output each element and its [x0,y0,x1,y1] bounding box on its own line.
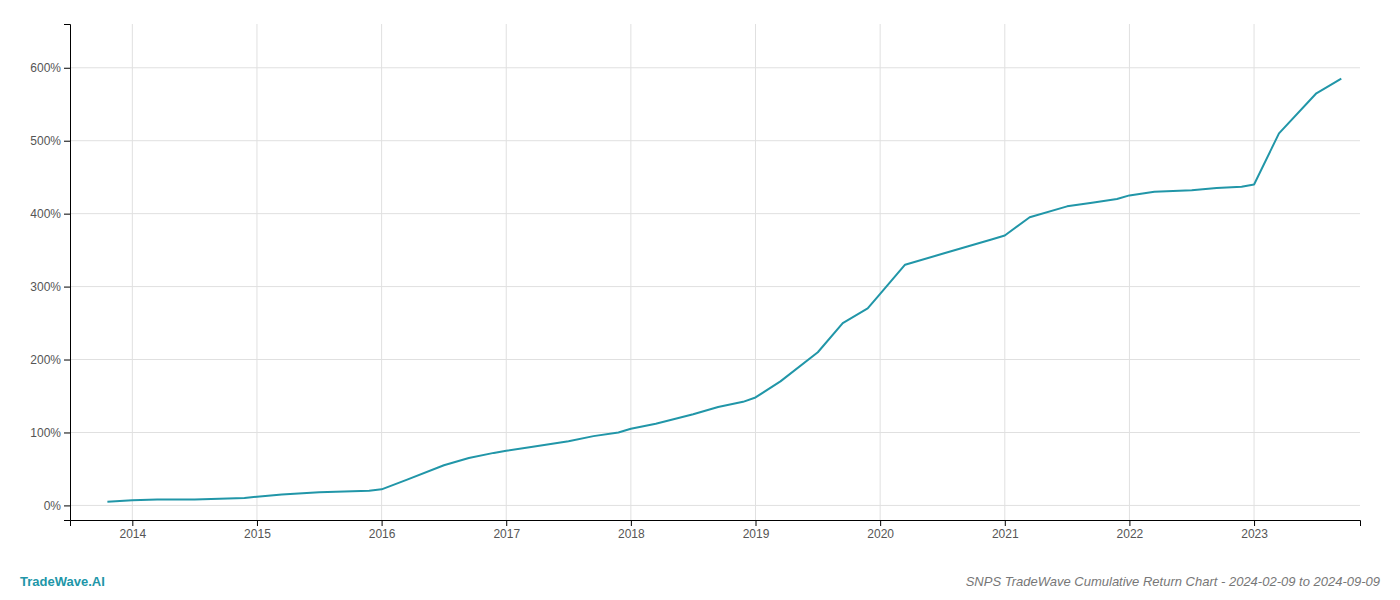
x-tick-label: 2019 [743,527,770,541]
y-tick-mark [64,505,70,506]
x-tick: 2020 [867,520,894,541]
y-tick: 500% [30,134,70,148]
x-tick: 2018 [618,520,645,541]
y-tick-mark [64,432,70,433]
title: SNPS TradeWave Cumulative Return Chart -… [966,574,1380,589]
watermark: TradeWave.AI [20,574,105,589]
x-tick-mark [506,520,507,526]
x-tick-label: 2016 [369,527,396,541]
x-tick: 2022 [1117,520,1144,541]
grid-line-y [70,286,1360,287]
y-tick-mark [64,68,70,69]
y-tick-mark [64,360,70,361]
y-tick: 200% [30,353,70,367]
grid-line-x [132,24,133,520]
x-tick: 2015 [244,520,271,541]
x-tick: 2023 [1241,520,1268,541]
y-tick-label: 300% [30,280,61,294]
x-tick-label: 2023 [1241,527,1268,541]
y-axis-line [64,25,71,521]
y-tick-label: 200% [30,353,61,367]
grid-line-y [70,140,1360,141]
y-tick: 600% [30,61,70,75]
x-tick-label: 2017 [493,527,520,541]
grid-line-x [506,24,507,520]
y-tick-label: 600% [30,61,61,75]
grid-line-y [70,67,1360,68]
y-tick-mark [64,214,70,215]
x-tick-label: 2022 [1117,527,1144,541]
grid-line-x [630,24,631,520]
line [107,79,1341,502]
x-tick: 2019 [743,520,770,541]
x-tick-label: 2014 [119,527,146,541]
x-axis-line [71,521,1361,527]
grid-line-x [256,24,257,520]
y-tick: 100% [30,426,70,440]
y-tick: 0% [44,499,70,513]
y-tick-label: 100% [30,426,61,440]
x-tick-mark [257,520,258,526]
grid-line-y [70,359,1360,360]
y-tick-label: 0% [44,499,62,513]
x-tick-mark [880,520,881,526]
x-tick-mark [1005,520,1006,526]
grid-line-y [70,505,1360,506]
grid-line-x [880,24,881,520]
grid-line-x [1254,24,1255,520]
x-tick: 2017 [493,520,520,541]
y-axis: 0% 100% 200% 300% 400% 500% 600% [30,25,70,521]
x-tick-mark [631,520,632,526]
y-tick: 300% [30,280,70,294]
plot: 2014 2015 2016 2017 2018 2019 2020 2021 2022 2023… [30,24,1360,541]
grid-line-x [755,24,756,520]
x-tick: 2016 [369,520,396,541]
x-tick-mark [382,520,383,526]
x-tick-mark [1129,520,1130,526]
grid [70,24,1360,520]
x-tick-label: 2021 [992,527,1019,541]
x-tick-mark [132,520,133,526]
y-tick-mark [64,141,70,142]
x-axis: 2014 2015 2016 2017 2018 2019 2020 2021 2022 2023 [71,520,1361,541]
grid-line-x [381,24,382,520]
x-tick-label: 2018 [618,527,645,541]
grid-line-y [70,213,1360,214]
x-tick: 2014 [119,520,146,541]
x-tick-mark [1254,520,1255,526]
grid-line-y [70,432,1360,433]
x-tick-label: 2020 [867,527,894,541]
grid-line-x [1004,24,1005,520]
x-tick: 2021 [992,520,1019,541]
y-tick-mark [64,287,70,288]
x-tick-mark [756,520,757,526]
chart: 2014 2015 2016 2017 2018 2019 2020 2021 2022 2023… [0,0,1400,600]
y-tick-label: 400% [30,207,61,221]
x-tick-label: 2015 [244,527,271,541]
grid-line-x [1129,24,1130,520]
y-tick-label: 500% [30,134,61,148]
y-tick: 400% [30,207,70,221]
marks [107,79,1341,502]
